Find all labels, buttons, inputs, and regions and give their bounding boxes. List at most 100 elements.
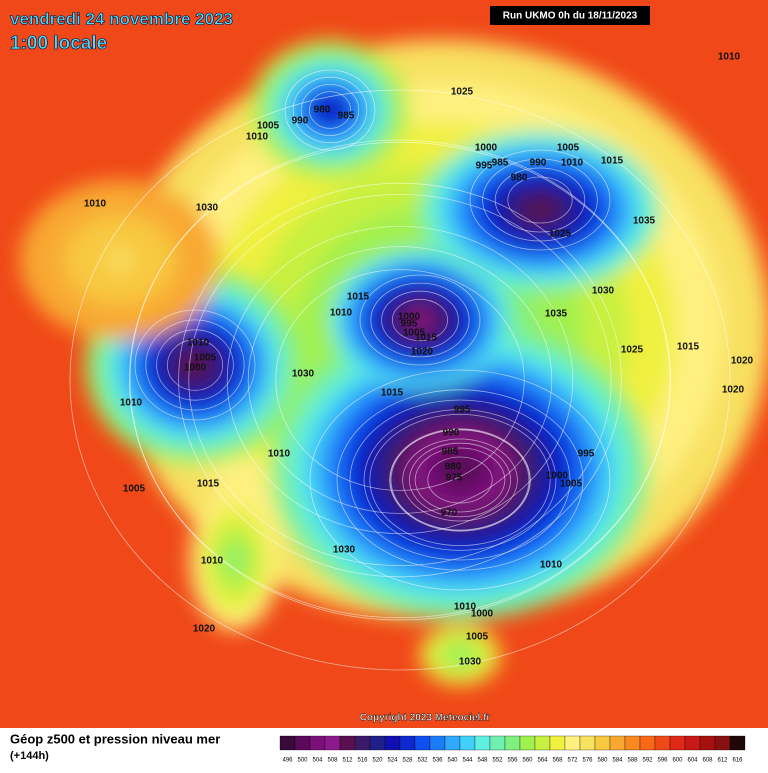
pressure-label: 1000 <box>398 312 421 323</box>
legend-swatch <box>399 735 416 751</box>
legend-label: 564 <box>537 758 548 764</box>
pressure-label: 1010 <box>268 449 291 460</box>
legend-swatch <box>729 735 746 751</box>
pressure-label: 1025 <box>549 229 572 240</box>
legend-label: 588 <box>627 758 638 764</box>
pressure-label: 1020 <box>193 624 216 635</box>
isobar <box>128 141 672 619</box>
subtitle: 1:00 locale <box>10 33 107 54</box>
isobar <box>247 246 553 514</box>
legend-swatch <box>294 735 311 751</box>
pressure-label: 1035 <box>633 216 656 227</box>
legend-label: 536 <box>432 758 443 764</box>
pressure-label: 1000 <box>546 471 569 482</box>
run-box <box>490 6 650 25</box>
legend-label: 576 <box>582 758 593 764</box>
isobar <box>359 274 481 366</box>
pressure-label: 1010 <box>454 602 477 613</box>
isobar <box>390 428 530 531</box>
isobar <box>369 413 551 546</box>
legend-label: 556 <box>507 758 518 764</box>
isobar <box>408 442 511 518</box>
isobar <box>427 456 493 504</box>
pressure-label: 980 <box>314 105 331 116</box>
legend-swatch <box>609 735 626 751</box>
field-contour <box>178 350 212 380</box>
legend-swatch <box>684 735 701 751</box>
legend-label: 572 <box>567 758 578 764</box>
footer-title: Géop z500 et pression niveau mer <box>10 731 220 746</box>
pressure-label: 980 <box>445 462 462 473</box>
legend-swatch <box>699 735 716 751</box>
legend-swatch <box>369 735 386 751</box>
isobar <box>469 149 611 251</box>
legend-label: 524 <box>387 758 398 764</box>
pressure-label: 1005 <box>194 353 217 364</box>
legend-swatch <box>429 735 446 751</box>
legend-label: 544 <box>462 758 473 764</box>
pressure-label: 1030 <box>292 369 315 380</box>
pressure-label: 970 <box>441 508 458 519</box>
isobar <box>145 319 245 411</box>
isobar <box>188 193 612 567</box>
legend-label: 508 <box>327 758 338 764</box>
pressure-label: 1010 <box>540 560 563 571</box>
legend-label: 616 <box>732 758 743 764</box>
footer-subtitle: (+144h) <box>10 750 49 762</box>
legend-swatch <box>279 735 296 751</box>
pressure-label: 1035 <box>545 309 568 320</box>
title: vendredi 24 novembre 2023 <box>10 9 233 28</box>
legend-swatch <box>639 735 656 751</box>
field-contour <box>228 549 242 571</box>
legend-swatch <box>309 735 326 751</box>
isobar <box>336 389 584 571</box>
pressure-label: 1030 <box>333 545 356 556</box>
legend: 496 500 504 508 512 516 520 524 528 532 536 540 544 5… <box>279 735 746 764</box>
pressure-labels: 1010 1030 1025 980 985 1005 990 1010 1010 1000 995… <box>84 52 754 668</box>
isobar <box>389 429 531 531</box>
isobar <box>414 447 506 513</box>
legend-label: 516 <box>357 758 368 764</box>
isobar <box>309 369 611 591</box>
isobar <box>381 290 459 350</box>
pressure-label: 1010 <box>201 556 224 567</box>
pressure-label: 990 <box>530 158 547 169</box>
legend-label: 584 <box>612 758 623 764</box>
pressure-label: 1005 <box>466 632 489 643</box>
pressure-label: 990 <box>292 116 309 127</box>
isobar <box>156 329 234 401</box>
pressure-label: 1015 <box>347 292 370 303</box>
legend-label: 560 <box>522 758 533 764</box>
pressure-label: 1010 <box>246 132 269 143</box>
pressure-label: 995 <box>578 449 595 460</box>
legend-label: 600 <box>672 758 683 764</box>
isobar <box>69 89 731 671</box>
pressure-label: 995 <box>454 405 471 416</box>
legend-label: 552 <box>492 758 503 764</box>
pressure-label: 1005 <box>557 143 580 154</box>
isobar <box>494 167 586 233</box>
legend-label: 496 <box>282 758 293 764</box>
pressure-label: 1005 <box>560 479 583 490</box>
isobar <box>166 339 223 391</box>
pressure-label: 990 <box>443 428 460 439</box>
legend-swatch <box>654 735 671 751</box>
legend-label: 520 <box>372 758 383 764</box>
pressure-label: 1005 <box>257 121 280 132</box>
legend-swatch <box>519 735 536 751</box>
pressure-label: 1020 <box>411 347 434 358</box>
legend-label: 504 <box>312 758 323 764</box>
legend-label: 596 <box>657 758 668 764</box>
pressure-label: 1015 <box>677 342 700 353</box>
pressure-label: 1020 <box>722 385 745 396</box>
pressure-label: 995 <box>476 161 493 172</box>
isobar <box>391 298 448 342</box>
legend-swatch <box>504 735 521 751</box>
isobar <box>308 91 352 129</box>
pressure-label: 980 <box>511 173 528 184</box>
isobar <box>300 84 360 137</box>
legend-swatch <box>339 735 356 751</box>
pressure-label: 1025 <box>451 87 474 98</box>
pressure-label: 985 <box>442 447 459 458</box>
